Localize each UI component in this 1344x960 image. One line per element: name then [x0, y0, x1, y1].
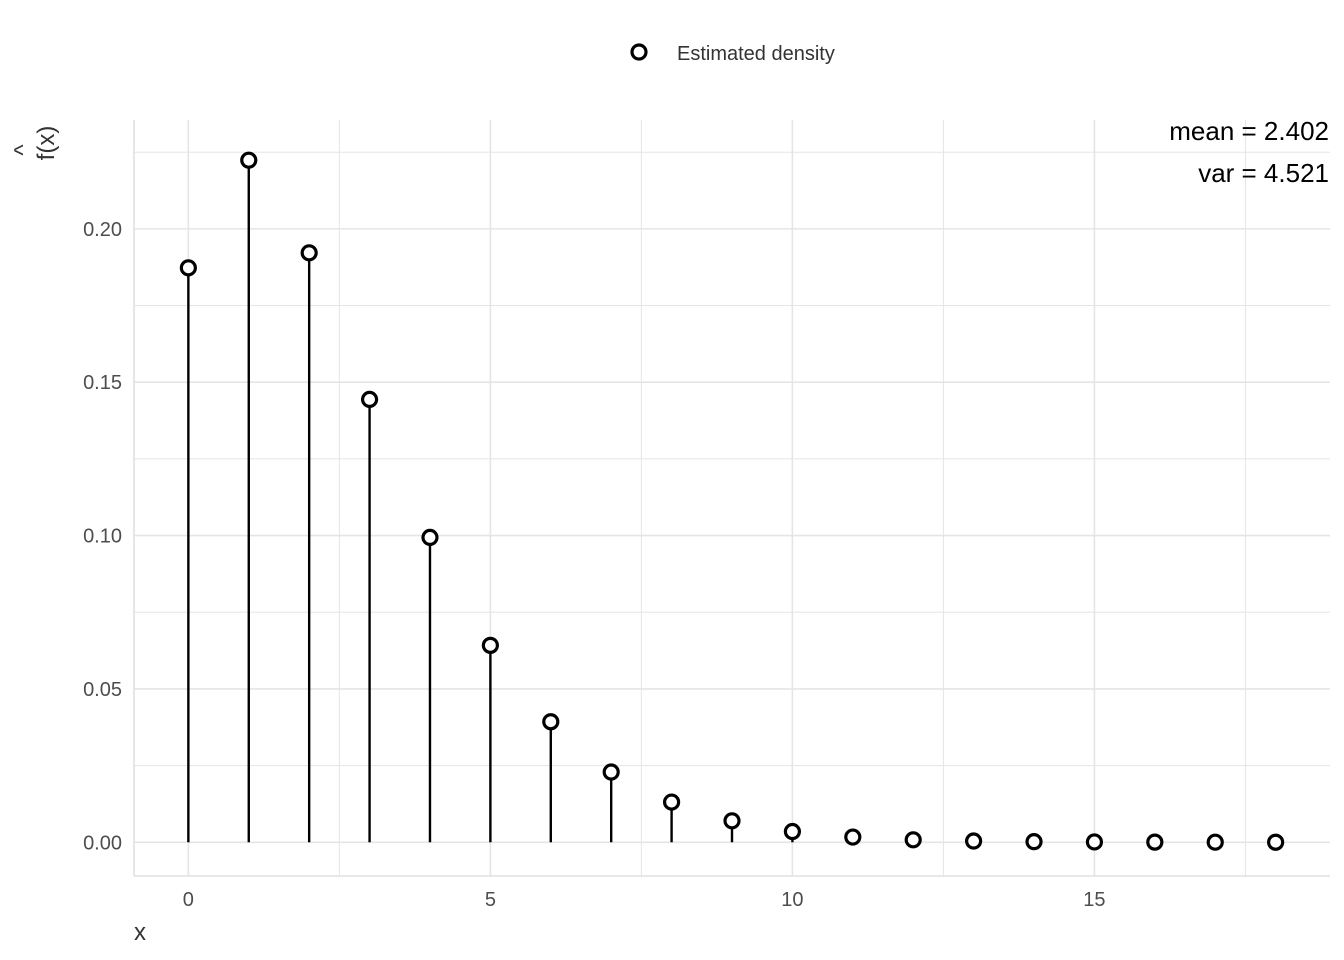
y-axis-title-text: f(x) — [33, 126, 60, 161]
x-tick-label: 10 — [781, 889, 803, 911]
data-point — [602, 763, 620, 781]
data-point — [1085, 833, 1104, 851]
data-point — [723, 812, 741, 830]
legend-label: Estimated density — [677, 43, 835, 65]
data-point — [904, 831, 922, 849]
x-tick-label: 15 — [1083, 889, 1105, 911]
y-axis-title: f(x) ^ — [10, 126, 60, 161]
grid — [134, 120, 1330, 876]
y-axis-title-hat: ^ — [10, 144, 37, 156]
data-point — [965, 832, 983, 850]
variance-annotation: var = 4.521 — [1198, 158, 1329, 188]
axes: 0 5 10 15 0.00 0.05 0.10 0.15 0.20 — [83, 120, 1330, 911]
y-tick-label: 0.10 — [83, 526, 122, 548]
mean-annotation: mean = 2.402 — [1169, 116, 1329, 146]
x-tick-label: 0 — [183, 889, 194, 911]
y-tick-label: 0.00 — [83, 832, 122, 854]
annotations: mean = 2.402 var = 4.521 — [1169, 116, 1329, 188]
data-point — [300, 244, 318, 262]
y-tick-label: 0.15 — [83, 372, 122, 394]
legend-key-circle-icon — [630, 43, 648, 61]
legend: Estimated density — [630, 43, 835, 65]
data-point — [1267, 833, 1285, 851]
data-point — [481, 636, 499, 654]
y-tick-label: 0.05 — [83, 679, 122, 701]
data-point — [844, 828, 862, 846]
y-tick-label: 0.20 — [83, 219, 122, 241]
x-tick-label: 5 — [485, 889, 496, 911]
data-point — [662, 793, 681, 811]
data-point — [1025, 833, 1043, 851]
x-axis-title: x — [134, 919, 146, 946]
data-marks — [179, 151, 1285, 851]
data-point — [783, 822, 802, 841]
data-point — [1206, 833, 1224, 851]
data-point — [240, 151, 258, 169]
data-point — [421, 528, 439, 547]
data-point — [179, 259, 197, 277]
data-point — [542, 713, 560, 731]
data-point — [1146, 833, 1164, 851]
data-point — [360, 390, 379, 408]
